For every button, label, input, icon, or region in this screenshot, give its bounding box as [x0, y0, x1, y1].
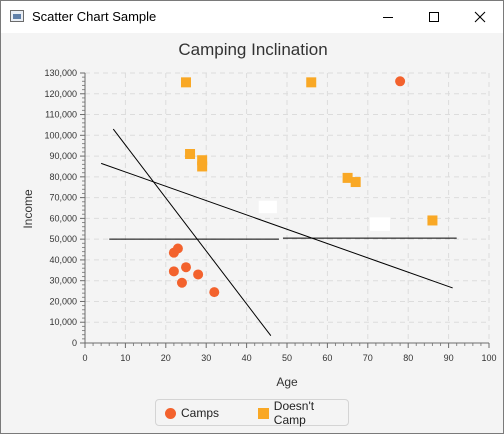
y-tick-label: 30,000	[49, 276, 77, 286]
legend-item-doesnt-camp: Doesn't Camp	[258, 399, 348, 427]
doesnt-camp-point	[342, 172, 353, 183]
x-tick-label: 70	[363, 353, 373, 363]
y-tick-label: 90,000	[49, 151, 77, 161]
x-axis-label: Age	[276, 375, 298, 389]
camps-point	[168, 266, 179, 277]
close-icon	[474, 11, 486, 23]
x-tick-label: 80	[403, 353, 413, 363]
y-tick-label: 110,000	[45, 110, 77, 120]
axes	[80, 72, 490, 348]
blank-patch	[258, 200, 277, 214]
minimize-button[interactable]	[365, 1, 411, 33]
camps-point	[209, 287, 220, 298]
scatter-chart: Camping Inclination 0 10 20 30 40 50 60 70 80 90 1…	[21, 40, 497, 389]
x-tick-label: 100	[481, 353, 496, 363]
legend-label-doesnt-camp: Doesn't Camp	[273, 399, 315, 427]
x-tick-label: 50	[282, 353, 292, 363]
y-tick-label: 10,000	[49, 317, 77, 327]
y-tick-label: 0	[72, 338, 77, 348]
annotation-lines	[100, 128, 457, 337]
camps-point	[181, 262, 191, 273]
doesnt-camp-point	[306, 77, 317, 88]
y-tick-label: 20,000	[49, 296, 77, 306]
y-tick-label: 60,000	[49, 213, 77, 223]
x-tick-label: 10	[120, 353, 130, 363]
minimize-icon	[383, 17, 393, 18]
app-icon	[10, 10, 24, 22]
x-tick-label: 90	[444, 353, 454, 363]
y-tick-label: 50,000	[49, 234, 77, 244]
maximize-icon	[429, 12, 439, 22]
y-tick-label: 80,000	[49, 172, 77, 182]
legend-label-camps: Camps	[181, 406, 220, 420]
y-tick-label: 70,000	[49, 193, 77, 203]
title-bar[interactable]: Scatter Chart Sample	[1, 1, 503, 33]
doesnt-camp-point	[427, 215, 438, 226]
blank-patches	[258, 200, 391, 231]
legend-item-camps: Camps	[165, 406, 219, 420]
data-points	[168, 76, 438, 298]
y-tick-label: 100,000	[44, 130, 77, 140]
window-title: Scatter Chart Sample	[32, 9, 157, 24]
x-tick-label: 60	[322, 353, 332, 363]
y-tick-label: 130,000	[44, 68, 77, 78]
doesnt-camp-point	[197, 161, 208, 172]
legend: Camps Doesn't Camp	[155, 399, 349, 427]
x-tick-label: 0	[82, 353, 87, 363]
tick-labels: 0 10 20 30 40 50 60 70 80 90 100 0 10,000 20,000 30,00…	[44, 68, 496, 363]
maximize-button[interactable]	[411, 1, 457, 33]
camps-point	[172, 243, 183, 254]
x-tick-label: 40	[242, 353, 252, 363]
drawn-line	[112, 128, 272, 337]
blank-patch	[369, 217, 391, 231]
camps-point	[395, 76, 406, 87]
camps-point	[193, 269, 204, 280]
doesnt-camp-point	[181, 77, 191, 88]
camps-point	[176, 277, 187, 288]
doesnt-camp-point	[197, 155, 208, 166]
legend-square-icon	[258, 407, 269, 419]
x-tick-label: 20	[161, 353, 171, 363]
legend-circle-icon	[165, 407, 176, 419]
close-button[interactable]	[457, 1, 503, 33]
chart-title: Camping Inclination	[178, 40, 327, 59]
drawn-line	[100, 162, 453, 289]
y-axis-label: Income	[21, 189, 35, 229]
x-tick-label: 30	[201, 353, 211, 363]
y-tick-label: 120,000	[44, 89, 77, 99]
doesnt-camp-point	[185, 149, 196, 159]
grid-lines	[85, 72, 490, 343]
y-tick-label: 40,000	[49, 255, 77, 265]
doesnt-camp-point	[350, 177, 361, 188]
